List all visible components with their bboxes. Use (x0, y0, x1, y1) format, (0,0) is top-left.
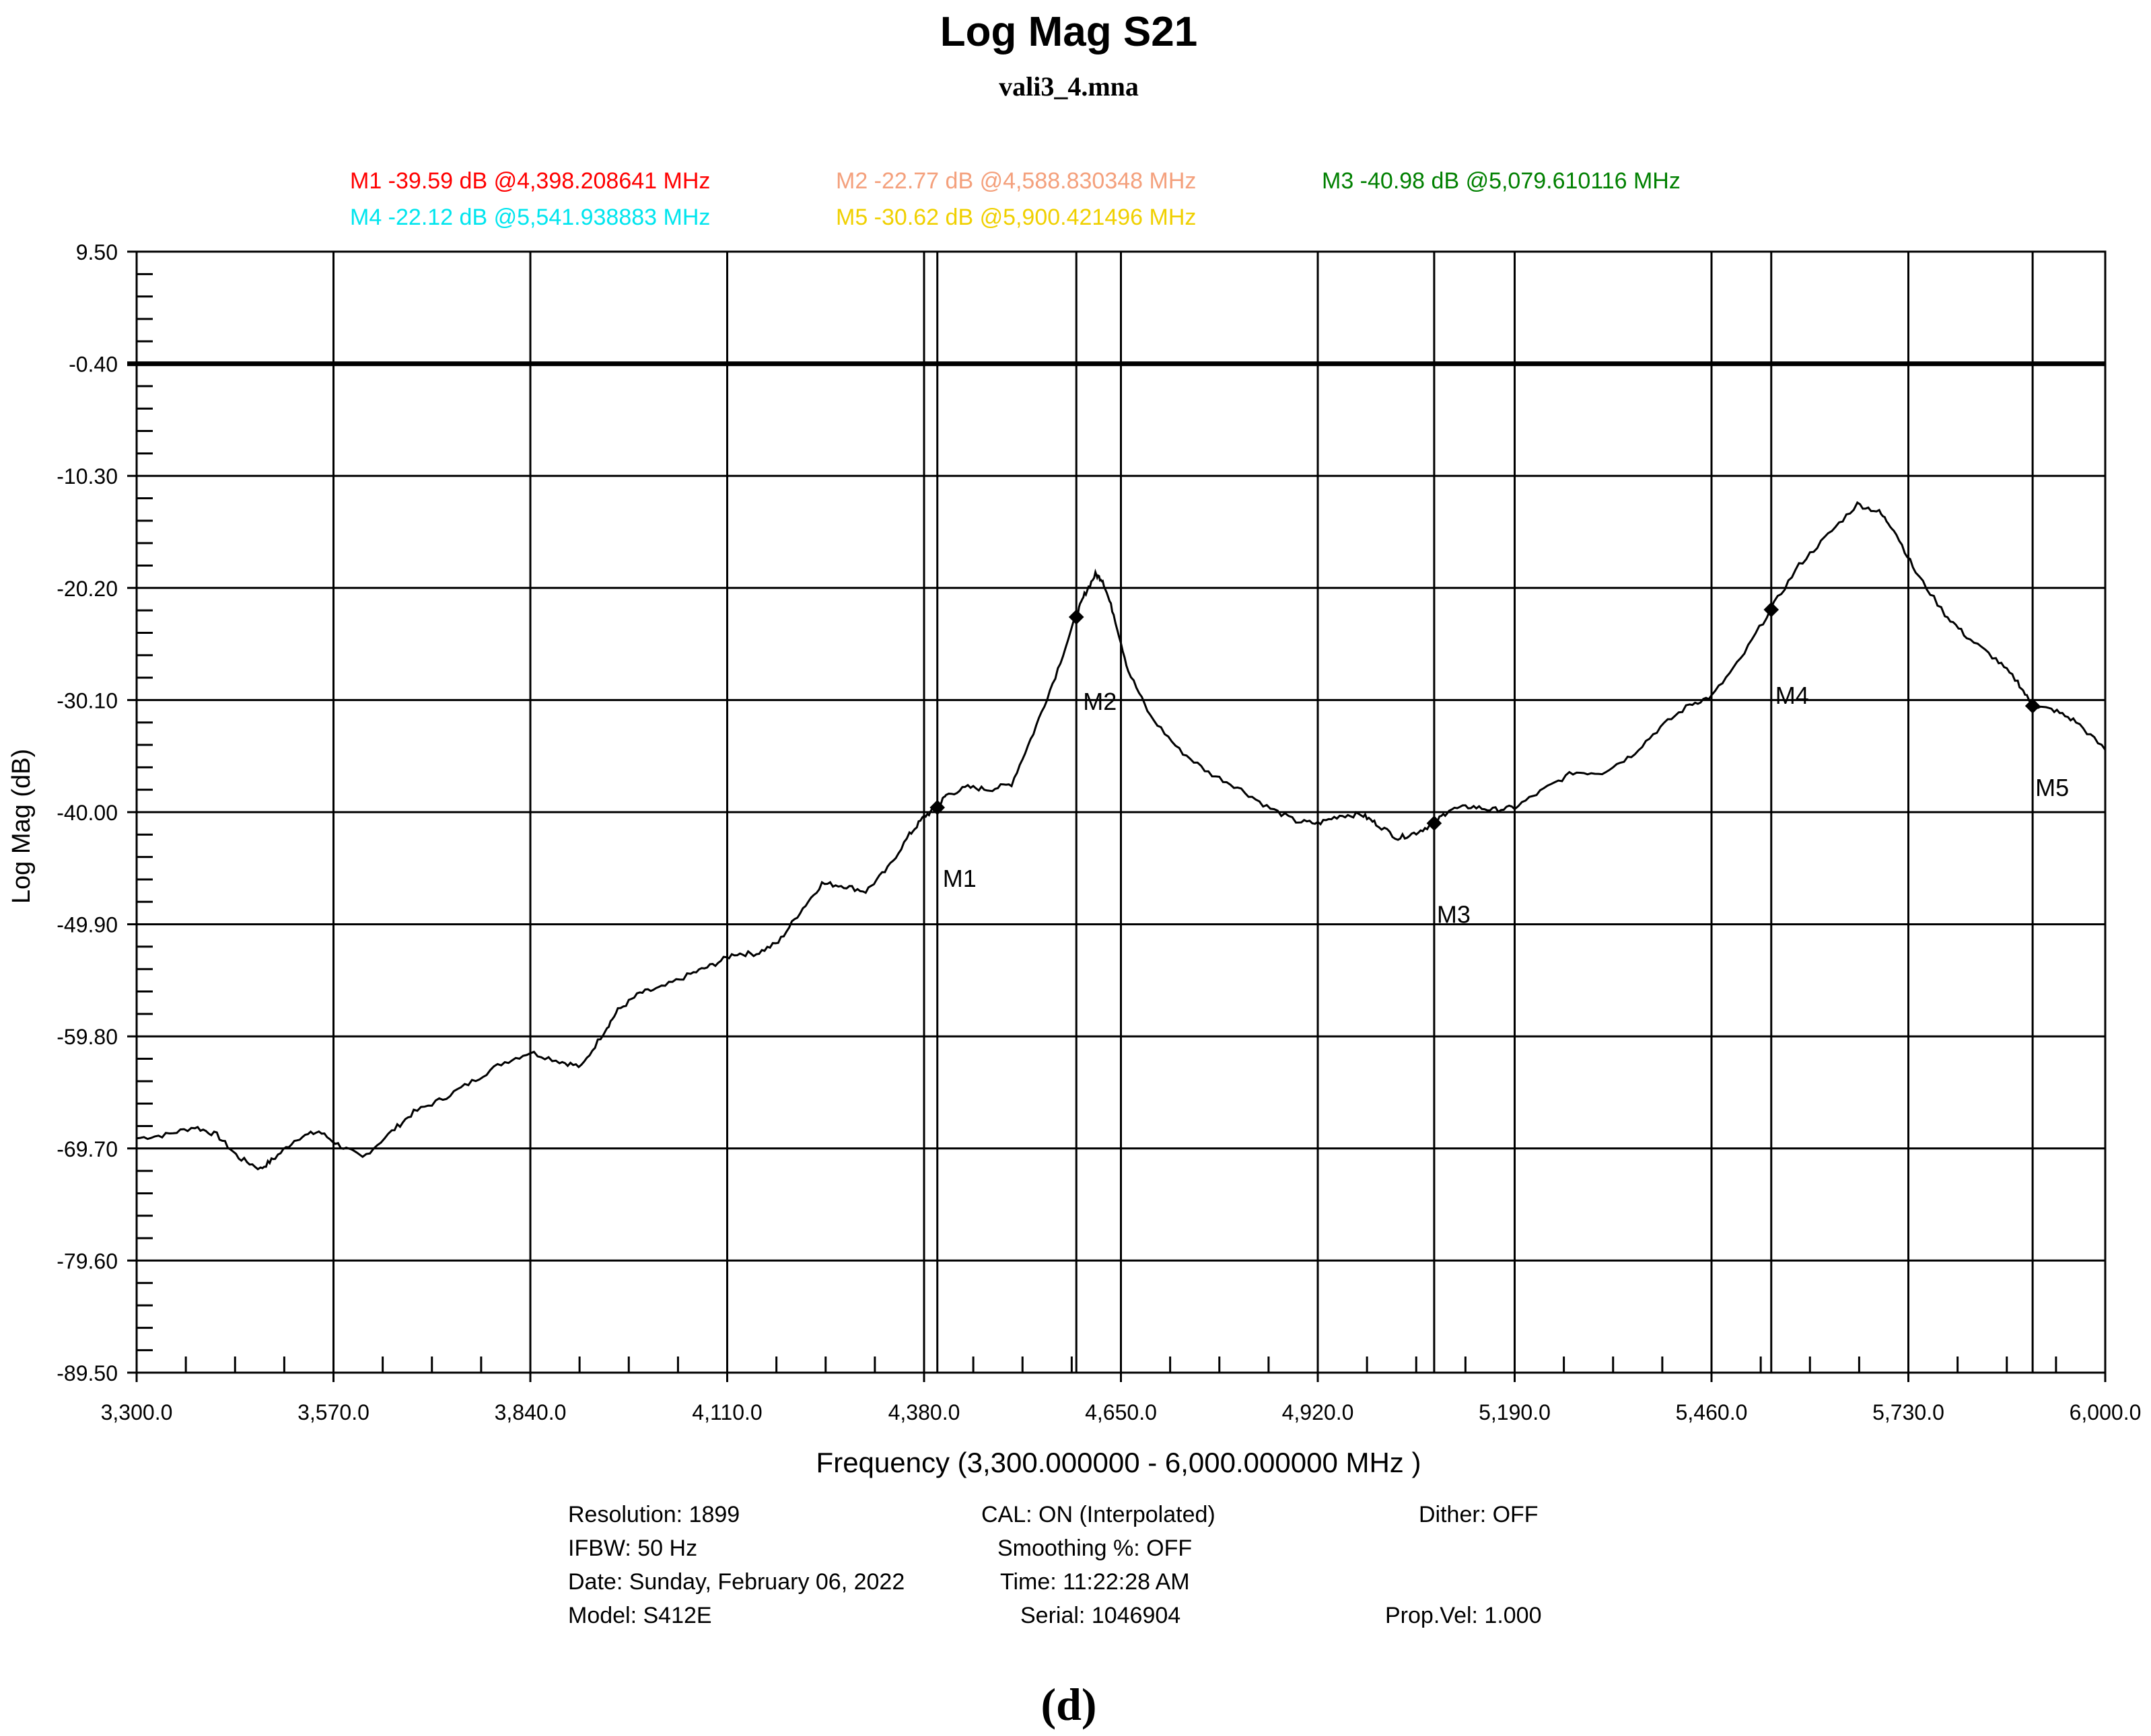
y-tick-label: -10.30 (57, 464, 118, 489)
legend-m4: M4 -22.12 dB @5,541.938883 MHz (350, 205, 710, 230)
marker-label-m5: M5 (2035, 774, 2069, 801)
marker-point-m2 (1068, 609, 1084, 625)
chart-title: Log Mag S21 (940, 9, 1197, 55)
footer-time: Time: 11:22:28 AM (1000, 1569, 1190, 1595)
y-tick-label: -59.80 (57, 1025, 118, 1049)
y-tick-label: -0.40 (69, 353, 118, 377)
y-tick-label: -79.60 (57, 1249, 118, 1273)
x-axis-label: Frequency (3,300.000000 - 6,000.000000 M… (816, 1447, 1421, 1478)
y-tick-labels: 9.50 -0.40 -10.30 -20.20 -30.10 -40.00 -49.90 -… (57, 240, 118, 1385)
marker-point-m4 (1763, 602, 1779, 618)
figure-caption: (d) (1041, 1679, 1096, 1730)
footer-resolution: Resolution: 1899 (568, 1502, 740, 1527)
marker-label-m2: M2 (1083, 688, 1117, 715)
y-tick-label: -49.90 (57, 913, 118, 937)
marker-label-m4: M4 (1775, 682, 1809, 709)
footer-model: Model: S412E (568, 1603, 712, 1628)
footer-dither: Dither: OFF (1419, 1502, 1539, 1527)
x-tick-label: 4,920.0 (1282, 1400, 1354, 1424)
x-tick-label: 3,300.0 (101, 1400, 173, 1424)
grid (127, 250, 2107, 1382)
x-tick-label: 5,730.0 (1872, 1400, 1944, 1424)
marker-point-m5 (2024, 698, 2041, 714)
marker-point-m3 (1426, 816, 1442, 831)
x-tick-labels: 3,300.0 3,570.0 3,840.0 4,110.0 4,380.0 4,650… (101, 1400, 2142, 1424)
x-tick-label: 5,190.0 (1479, 1400, 1551, 1424)
x-tick-label: 3,840.0 (495, 1400, 567, 1424)
plot-frame (135, 250, 2107, 1374)
y-tick-label: -89.50 (57, 1361, 118, 1385)
footer-cal: CAL: ON (Interpolated) (981, 1502, 1215, 1527)
s21-trace (136, 501, 2107, 1171)
x-tick-label: 4,380.0 (888, 1400, 960, 1424)
y-minor-ticks (137, 273, 2057, 1373)
y-tick-label: -30.10 (57, 688, 118, 713)
y-tick-label: -40.00 (57, 801, 118, 825)
footer-info: Resolution: 1899 IFBW: 50 Hz Date: Sunda… (568, 1502, 1542, 1628)
y-axis-label: Log Mag (dB) (7, 749, 36, 904)
chart-subtitle: vali3_4.mna (999, 71, 1139, 102)
footer-ifbw: IFBW: 50 Hz (568, 1535, 697, 1561)
legend-m1: M1 -39.59 dB @4,398.208641 MHz (350, 168, 710, 194)
marker-legend: M1 -39.59 dB @4,398.208641 MHz M2 -22.77 … (350, 168, 1681, 230)
y-tick-label: -20.20 (57, 577, 118, 601)
marker-lines (936, 252, 2034, 1373)
x-tick-label: 4,110.0 (692, 1400, 762, 1424)
y-tick-label: 9.50 (76, 240, 118, 264)
marker-label-m1: M1 (943, 865, 977, 892)
footer-smoothing: Smoothing %: OFF (997, 1535, 1192, 1561)
legend-m3: M3 -40.98 dB @5,079.610116 MHz (1322, 168, 1681, 194)
legend-m2: M2 -22.77 dB @4,588.830348 MHz (836, 168, 1196, 194)
marker-label-m3: M3 (1437, 900, 1471, 928)
x-tick-label: 4,650.0 (1085, 1400, 1157, 1424)
x-tick-label: 6,000.0 (2070, 1400, 2142, 1424)
footer-date: Date: Sunday, February 06, 2022 (568, 1569, 905, 1595)
footer-serial: Serial: 1046904 (1020, 1603, 1180, 1628)
y-tick-label: -69.70 (57, 1137, 118, 1161)
x-tick-label: 3,570.0 (297, 1400, 369, 1424)
footer-propvel: Prop.Vel: 1.000 (1385, 1603, 1542, 1628)
marker-point-m1 (929, 799, 946, 816)
marker-points: M1 M2 M3 M4 M5 (929, 602, 2069, 928)
x-tick-label: 5,460.0 (1676, 1400, 1748, 1424)
legend-m5: M5 -30.62 dB @5,900.421496 MHz (836, 205, 1196, 230)
